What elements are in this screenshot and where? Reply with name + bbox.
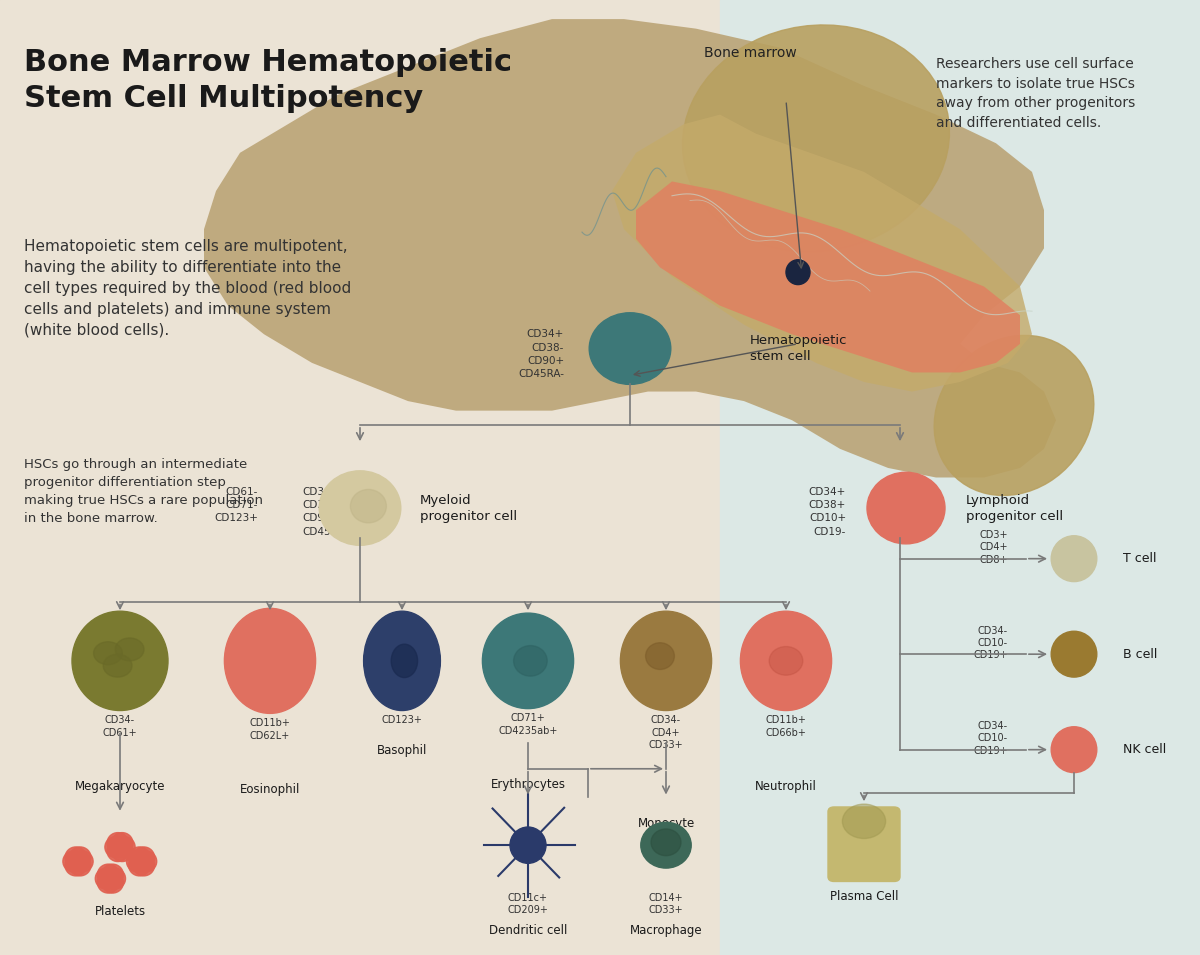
Text: Plasma Cell: Plasma Cell (829, 890, 899, 903)
Ellipse shape (136, 851, 157, 872)
Text: CD61-
CD71-
CD123+: CD61- CD71- CD123+ (214, 487, 258, 523)
Circle shape (94, 642, 122, 665)
Ellipse shape (114, 837, 136, 858)
Ellipse shape (65, 847, 86, 868)
Text: Erythrocytes: Erythrocytes (491, 778, 565, 792)
Circle shape (98, 869, 122, 888)
Ellipse shape (683, 25, 949, 252)
Text: Neutrophil: Neutrophil (755, 780, 817, 794)
Text: CD71+
CD4235ab+: CD71+ CD4235ab+ (498, 713, 558, 735)
Ellipse shape (866, 473, 946, 544)
Bar (720, 0, 1200, 955)
Text: CD34-
CD61+: CD34- CD61+ (103, 715, 137, 737)
Circle shape (103, 654, 132, 677)
Text: CD123+: CD123+ (382, 715, 422, 725)
Text: Eosinophil: Eosinophil (240, 783, 300, 796)
Ellipse shape (128, 855, 150, 876)
Ellipse shape (65, 855, 86, 876)
Text: NK cell: NK cell (1123, 743, 1166, 756)
Circle shape (130, 852, 154, 871)
Circle shape (108, 838, 132, 857)
Text: CD11c+
CD209+: CD11c+ CD209+ (508, 893, 548, 915)
Text: Monocyte: Monocyte (637, 817, 695, 830)
Text: CD34+
CD38+
CD90+
CD45RA-: CD34+ CD38+ CD90+ CD45RA- (302, 487, 348, 537)
Text: CD34-
CD4+
CD33+: CD34- CD4+ CD33+ (649, 715, 683, 750)
Ellipse shape (934, 335, 1094, 496)
Text: Megakaryocyte: Megakaryocyte (74, 780, 166, 794)
Ellipse shape (112, 840, 133, 861)
Ellipse shape (133, 847, 155, 868)
PathPatch shape (612, 115, 1032, 392)
Text: Hematopoietic
stem cell: Hematopoietic stem cell (750, 334, 847, 363)
Ellipse shape (126, 851, 148, 872)
Ellipse shape (646, 643, 674, 669)
Ellipse shape (482, 613, 574, 709)
Ellipse shape (1051, 536, 1097, 582)
Text: CD34-
CD10-
CD19+: CD34- CD10- CD19+ (973, 626, 1008, 660)
Ellipse shape (102, 872, 124, 893)
Ellipse shape (652, 829, 682, 856)
Text: Myeloid
progenitor cell: Myeloid progenitor cell (420, 494, 517, 522)
Text: CD34-
CD10-
CD19+: CD34- CD10- CD19+ (973, 721, 1008, 755)
Text: B cell: B cell (1123, 647, 1158, 661)
Ellipse shape (740, 611, 832, 711)
Ellipse shape (514, 646, 547, 676)
Ellipse shape (95, 868, 116, 889)
Ellipse shape (70, 855, 91, 876)
Text: CD14+
CD33+: CD14+ CD33+ (649, 893, 683, 915)
Text: Platelets: Platelets (95, 905, 145, 919)
Ellipse shape (1051, 727, 1097, 773)
Ellipse shape (224, 608, 316, 713)
Circle shape (842, 804, 886, 838)
Ellipse shape (641, 822, 691, 868)
Text: Bone marrow: Bone marrow (703, 46, 797, 59)
Text: CD34+
CD38+
CD10+
CD19-: CD34+ CD38+ CD10+ CD19- (809, 487, 846, 537)
Ellipse shape (104, 837, 126, 858)
Ellipse shape (97, 872, 119, 893)
Ellipse shape (102, 864, 124, 885)
Text: Hematopoietic stem cells are multipotent,
having the ability to differentiate in: Hematopoietic stem cells are multipotent… (24, 239, 352, 338)
Ellipse shape (589, 313, 671, 384)
Ellipse shape (391, 644, 418, 678)
Ellipse shape (112, 833, 133, 854)
Ellipse shape (107, 840, 128, 861)
Ellipse shape (1051, 631, 1097, 677)
Text: Dendritic cell: Dendritic cell (488, 924, 568, 938)
Ellipse shape (620, 611, 712, 711)
Bar (0, 0, 720, 955)
Text: Lymphoid
progenitor cell: Lymphoid progenitor cell (966, 494, 1063, 522)
Ellipse shape (104, 868, 126, 889)
Ellipse shape (364, 611, 440, 711)
Ellipse shape (72, 611, 168, 711)
Text: HSCs go through an intermediate
progenitor differentiation step
making true HSCs: HSCs go through an intermediate progenit… (24, 458, 263, 525)
Ellipse shape (786, 260, 810, 285)
Text: CD11b+
CD66b+: CD11b+ CD66b+ (766, 715, 806, 737)
Text: Researchers use cell surface
markers to isolate true HSCs
away from other progen: Researchers use cell surface markers to … (936, 57, 1135, 130)
Ellipse shape (107, 833, 128, 854)
Text: CD3+
CD4+
CD8+: CD3+ CD4+ CD8+ (979, 530, 1008, 564)
Text: Basophil: Basophil (377, 744, 427, 757)
Ellipse shape (128, 847, 150, 868)
Ellipse shape (769, 647, 803, 675)
Ellipse shape (510, 827, 546, 863)
Text: CD11b+
CD62L+: CD11b+ CD62L+ (250, 718, 290, 740)
FancyBboxPatch shape (828, 807, 900, 881)
Text: Bone Marrow Hematopoietic
Stem Cell Multipotency: Bone Marrow Hematopoietic Stem Cell Mult… (24, 48, 512, 113)
Ellipse shape (97, 864, 119, 885)
Text: CD34+
CD38-
CD90+
CD45RA-: CD34+ CD38- CD90+ CD45RA- (518, 329, 564, 379)
PathPatch shape (636, 181, 1020, 372)
Ellipse shape (133, 855, 155, 876)
Text: T cell: T cell (1123, 552, 1157, 565)
Ellipse shape (350, 490, 386, 523)
Circle shape (115, 638, 144, 661)
Ellipse shape (70, 847, 91, 868)
Circle shape (66, 852, 90, 871)
Ellipse shape (319, 471, 401, 545)
Text: Macrophage: Macrophage (630, 924, 702, 938)
Ellipse shape (72, 851, 94, 872)
PathPatch shape (204, 19, 1056, 478)
Ellipse shape (62, 851, 84, 872)
